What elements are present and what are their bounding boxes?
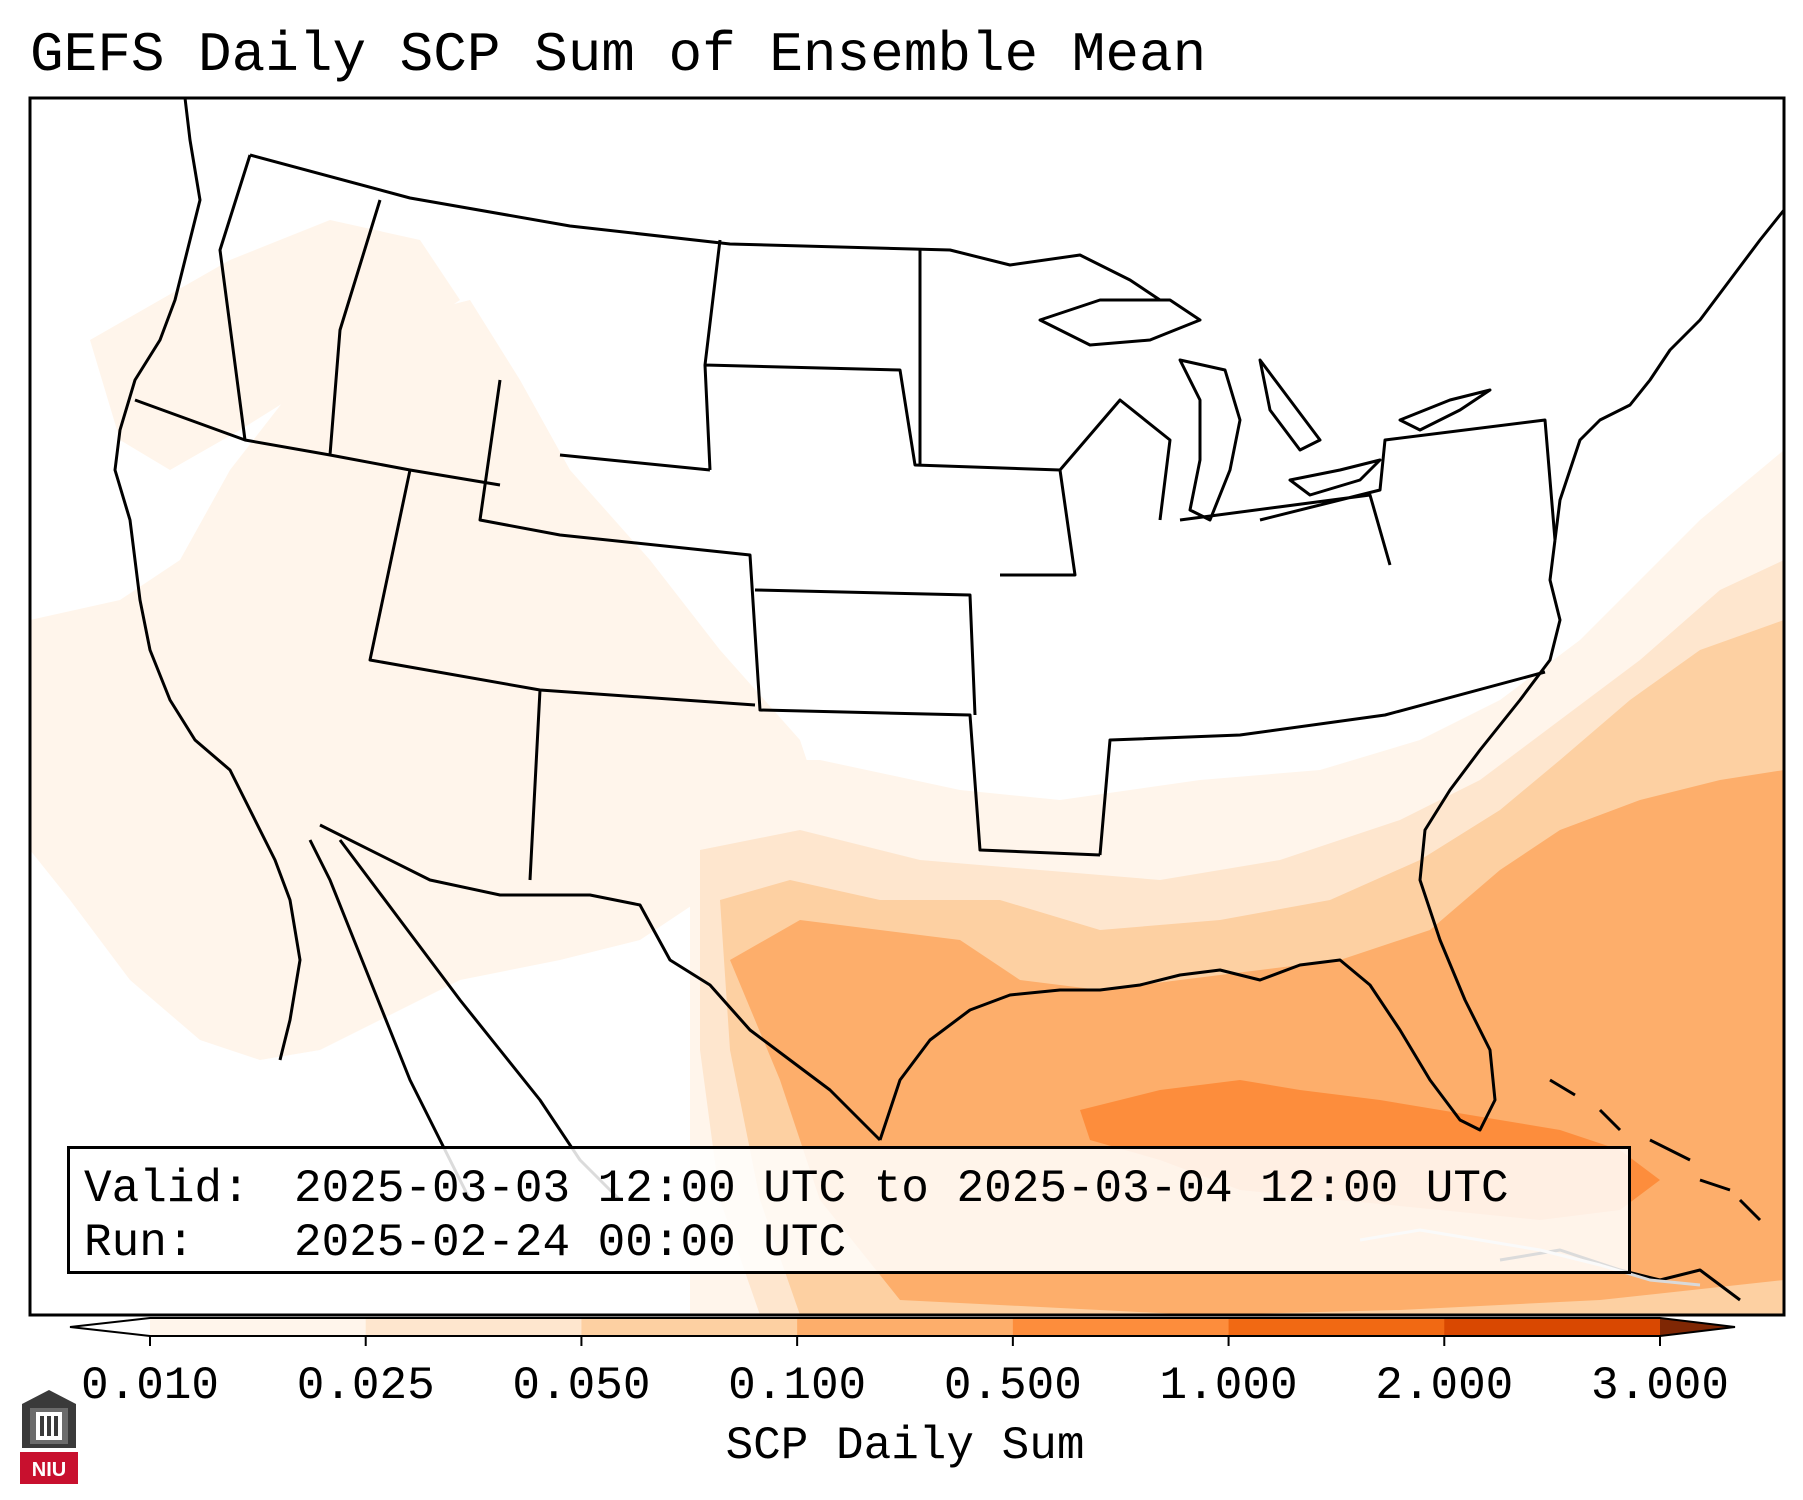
gulf-coastline	[878, 539, 1562, 1141]
colorbar-tick-label: 0.100	[728, 1360, 867, 1412]
colorbar-segment	[797, 1318, 1014, 1336]
colorbar-segment	[150, 1318, 367, 1336]
colorbar-ticks	[149, 1336, 1661, 1346]
scp-faint-west	[30, 300, 820, 1060]
colorbar-label: SCP Daily Sum	[725, 1420, 1085, 1472]
valid-run-box: Valid: 2025-03-03 12:00 UTC to 2025-03-04…	[67, 1146, 1631, 1274]
atlantic-coastline	[1553, 209, 1784, 541]
colorbar-segment	[365, 1318, 582, 1336]
mexico-border	[319, 823, 882, 1142]
colorbar-over-arrow	[1660, 1318, 1735, 1336]
run-key: Run:	[84, 1217, 195, 1269]
colorbar-segment	[1444, 1318, 1661, 1336]
mexico-west-coastline	[338, 839, 622, 1202]
colorbar-tick-label: 0.010	[80, 1360, 220, 1412]
colorbar-tick-label: 0.050	[512, 1360, 651, 1412]
niu-logo: NIU	[20, 1390, 78, 1484]
colorbar-tick-label: 0.025	[296, 1360, 435, 1412]
map-title: GEFS Daily SCP Sum of Ensemble Mean	[30, 23, 1207, 87]
niu-logo-text: NIU	[32, 1459, 66, 1481]
colorbar-under-arrow	[70, 1318, 150, 1336]
colorbar-tick-label: 0.500	[943, 1360, 1082, 1412]
colorbar-tick-label: 3.000	[1590, 1360, 1730, 1412]
valid-key: Valid:	[84, 1163, 250, 1215]
scp-shading-layer	[30, 220, 1784, 1315]
colorbar-tick-label: 1.000	[1159, 1360, 1298, 1412]
valid-line: Valid: 2025-03-03 12:00 UTC to 2025-03-04…	[84, 1163, 1509, 1215]
run-value: 2025-02-24 00:00 UTC	[294, 1217, 847, 1269]
state-lines	[134, 154, 1557, 881]
valid-value: 2025-03-03 12:00 UTC to 2025-03-04 12:00…	[294, 1163, 1509, 1215]
colorbar-segment	[581, 1318, 798, 1336]
colorbar-segment	[1012, 1318, 1230, 1336]
pacific-coastline	[113, 98, 302, 1061]
map-frame	[28, 96, 1786, 1317]
colorbar-tick-label: 2.000	[1375, 1360, 1514, 1412]
colorbar-segments	[69, 1317, 1736, 1337]
canada-border	[249, 153, 1161, 302]
caribbean-islands	[1499, 1078, 1762, 1302]
colorbar-segment	[1228, 1318, 1445, 1336]
great-lakes	[1038, 298, 1492, 522]
run-line: Run: 2025-02-24 00:00 UTC	[84, 1217, 846, 1269]
scp-faint-northwest	[90, 220, 460, 470]
